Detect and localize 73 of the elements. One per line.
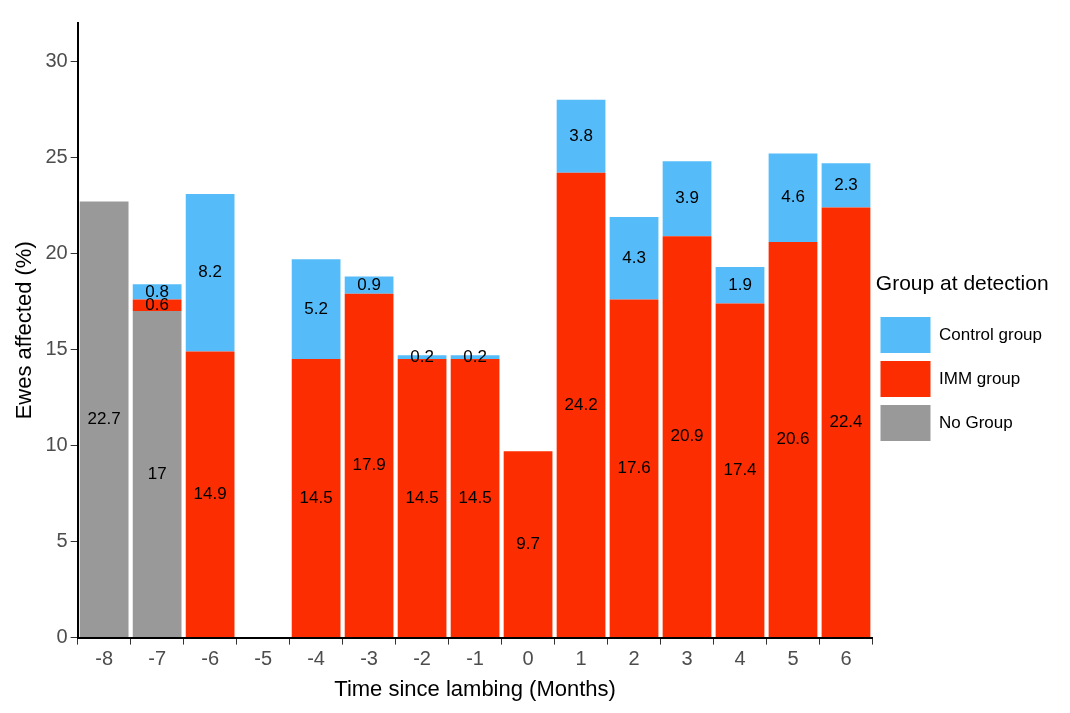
bar [609, 216, 659, 300]
data-label: 4.6 [781, 187, 805, 207]
x-tick-label: -5 [254, 647, 273, 670]
data-label: 0.9 [357, 274, 381, 294]
data-label: 24.2 [564, 394, 598, 414]
bar [768, 241, 818, 638]
data-label: 4.3 [622, 247, 646, 267]
data-label: 0.2 [410, 346, 434, 366]
y-axis-title: Ewes affected (%) [11, 241, 37, 420]
bar [503, 451, 553, 638]
y-tick-label: 25 [45, 144, 68, 167]
x-tick-label: 6 [840, 647, 852, 670]
bar [291, 259, 341, 360]
y-tick-label: 20 [45, 240, 68, 263]
bar [662, 161, 712, 237]
data-label: 14.5 [458, 487, 492, 507]
bar [132, 311, 182, 638]
bar [79, 201, 129, 638]
data-label: 17.6 [617, 458, 651, 478]
x-tick-label: -1 [466, 647, 484, 670]
x-tick-label: 2 [628, 647, 640, 670]
bar [662, 236, 712, 638]
data-label: 22.7 [87, 409, 121, 429]
x-tick-label: -4 [307, 647, 325, 670]
x-tick-label: 3 [681, 647, 693, 670]
x-tick-label: -6 [201, 647, 220, 670]
data-label: 9.7 [516, 533, 540, 553]
bar [185, 351, 235, 638]
y-tick-label: 0 [56, 625, 68, 648]
legend-label: Control group [939, 324, 1043, 344]
data-label: 14.5 [405, 487, 439, 507]
data-label: 17.9 [352, 455, 386, 475]
data-label: 1.9 [728, 274, 752, 294]
legend-label: IMM group [939, 368, 1021, 388]
bar [821, 163, 871, 208]
data-label: 5.2 [304, 298, 328, 318]
data-label: 3.9 [675, 188, 699, 208]
data-label: 2.3 [834, 174, 858, 194]
y-tick-label: 30 [45, 48, 68, 71]
data-label: 20.9 [670, 426, 704, 446]
data-label: 14.5 [299, 487, 333, 507]
x-tick-label: -7 [148, 647, 167, 670]
data-label: 14.9 [193, 483, 227, 503]
data-label: 20.6 [776, 429, 810, 449]
x-tick-label: -8 [95, 647, 114, 670]
bar [821, 207, 871, 638]
legend-title: Group at detection [875, 271, 1049, 295]
bar [185, 193, 235, 352]
y-tick-label: 10 [45, 433, 68, 456]
y-tick-label: 5 [56, 529, 68, 552]
bar [556, 172, 606, 638]
legend-label: No Group [939, 412, 1013, 432]
x-tick-label: 0 [522, 647, 534, 670]
y-tick-label: 15 [45, 337, 68, 360]
bar [768, 153, 818, 242]
data-label: 17.4 [723, 459, 757, 479]
data-label: 0.2 [463, 346, 487, 366]
x-tick-label: 5 [787, 647, 799, 670]
x-tick-label: 4 [734, 647, 746, 670]
data-label: 3.8 [569, 126, 593, 145]
bar [715, 266, 765, 304]
x-axis-title: Time since lambing (Months) [334, 675, 616, 701]
bar [715, 303, 765, 638]
data-label: 22.4 [829, 411, 863, 431]
x-tick-label: -3 [360, 647, 378, 670]
x-tick-label: -2 [413, 647, 431, 670]
data-label: 8.2 [198, 262, 222, 282]
bar [344, 293, 394, 638]
x-tick-label: 1 [575, 647, 587, 670]
bar [556, 99, 606, 173]
bar [609, 299, 659, 638]
data-label: 17 [147, 463, 167, 483]
bar [291, 359, 341, 638]
